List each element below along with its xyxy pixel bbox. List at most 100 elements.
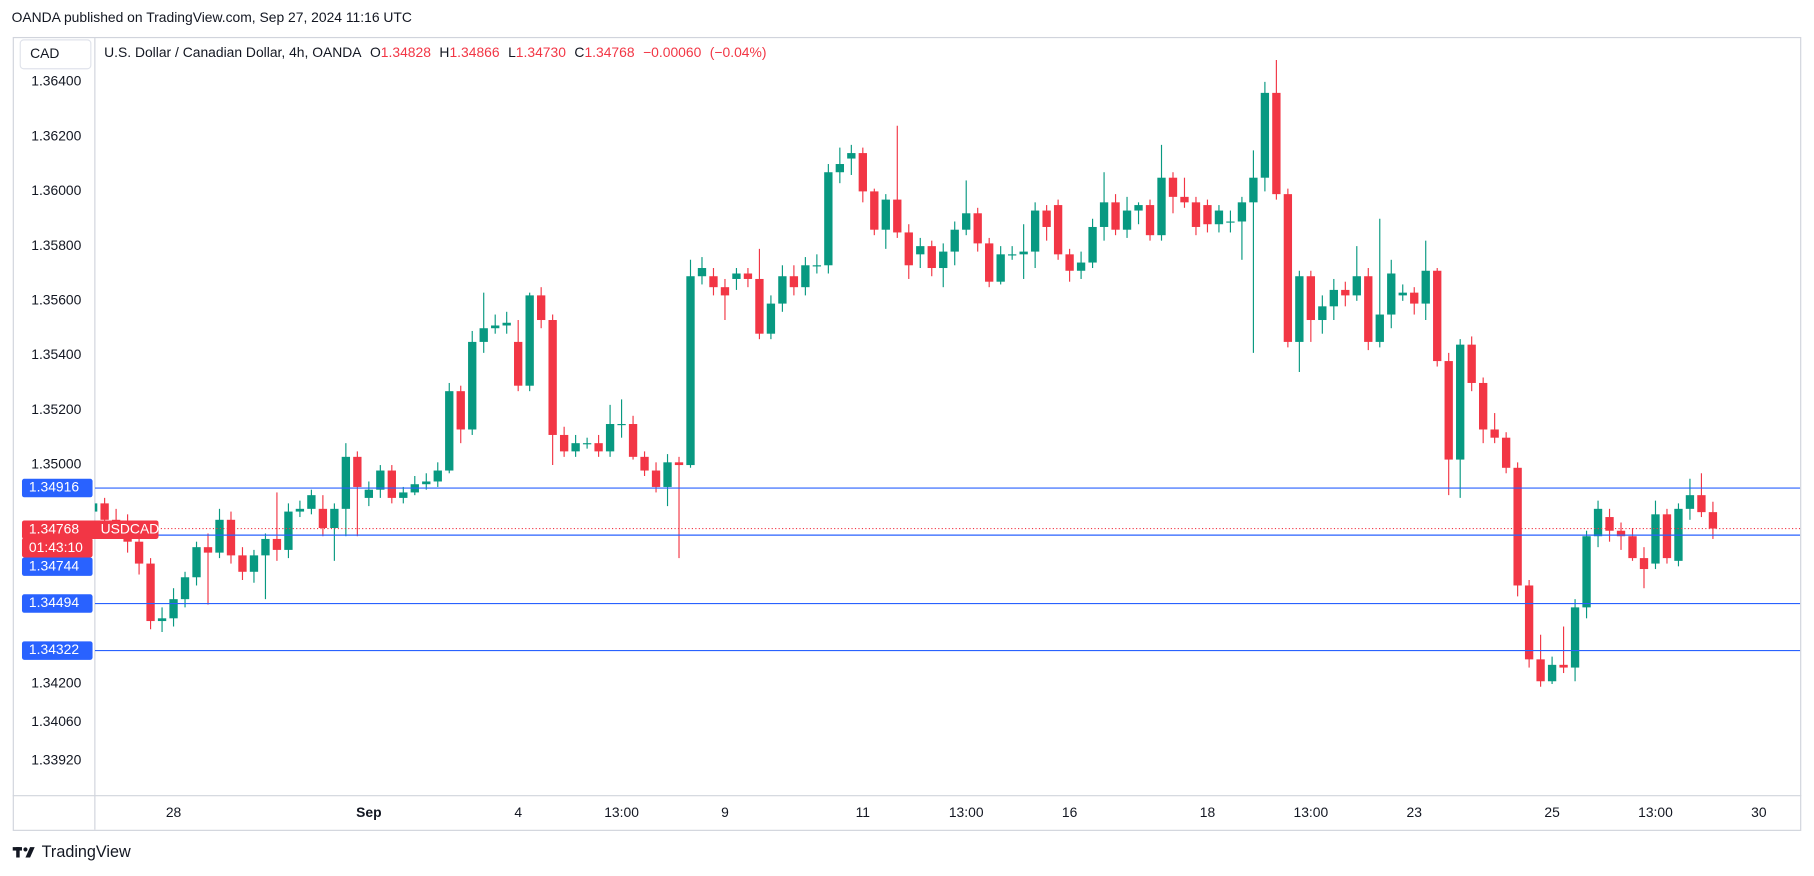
- candle-body: [1444, 361, 1453, 460]
- candle-body: [1019, 251, 1028, 255]
- candle-body: [468, 341, 477, 430]
- candle-body: [582, 443, 592, 445]
- y-tick-label: 1.35800: [31, 237, 81, 253]
- candle-body: [307, 495, 316, 509]
- candle-body: [157, 618, 167, 622]
- candle-body: [870, 191, 879, 230]
- candle-body: [1547, 664, 1557, 682]
- x-tick-label: 9: [721, 804, 729, 820]
- candle-body: [215, 519, 224, 553]
- price-line-tag: [21, 557, 93, 576]
- candle-body: [720, 287, 730, 296]
- candle-body: [1111, 202, 1120, 230]
- candle-body: [640, 456, 649, 471]
- logo-part: [16, 847, 20, 858]
- candle-body: [502, 322, 511, 326]
- candle-body: [697, 268, 707, 277]
- x-tick-label: 28: [166, 804, 182, 820]
- currency-button[interactable]: [19, 39, 92, 70]
- candle-body: [364, 489, 374, 498]
- candle-body: [1088, 226, 1097, 263]
- current-price-label: 1.34768: [29, 520, 79, 536]
- candle-body: [1410, 292, 1419, 304]
- candle-body: [1053, 205, 1063, 255]
- candle-body: [525, 295, 534, 386]
- candle-body: [1421, 270, 1430, 304]
- candle-body: [272, 538, 282, 550]
- candle-body: [1260, 92, 1270, 178]
- chart-header: U.S. Dollar / Canadian Dollar, 4h, OANDA…: [104, 44, 766, 60]
- candle-body: [1616, 530, 1626, 537]
- candle-body: [238, 555, 247, 572]
- candle-body: [950, 229, 959, 252]
- candle-body: [433, 470, 442, 482]
- candle-body: [1352, 276, 1361, 296]
- candle-body: [778, 276, 787, 304]
- candle-body: [536, 295, 546, 321]
- candle-body: [1524, 585, 1534, 660]
- publisher-note: OANDA published on TradingView.com, Sep …: [12, 9, 412, 25]
- candle-body: [491, 325, 500, 329]
- x-tick-label: 4: [514, 804, 522, 820]
- price-line-tag: [21, 641, 93, 660]
- candle-body: [261, 538, 270, 556]
- candle-body: [1214, 210, 1224, 225]
- candle-body: [203, 547, 213, 553]
- candle-body: [571, 443, 580, 452]
- candle-body: [663, 462, 672, 487]
- candle-body: [295, 508, 305, 512]
- candle-body: [399, 492, 408, 498]
- candle-body: [1375, 314, 1384, 342]
- candle-body: [1295, 276, 1304, 342]
- x-tick-label: 13:00: [1293, 804, 1328, 820]
- candle-body: [1662, 514, 1672, 559]
- y-tick-label: 1.35600: [31, 292, 81, 308]
- candle-body: [479, 328, 488, 342]
- tradingview-logo: [12, 847, 35, 858]
- candle-body: [146, 563, 155, 622]
- candle-body: [1501, 437, 1511, 468]
- candle-body: [1065, 254, 1074, 271]
- x-tick-label: 16: [1062, 804, 1078, 820]
- candle-body: [169, 599, 178, 619]
- candle-body: [881, 199, 890, 230]
- candle-body: [789, 276, 799, 288]
- price-line-tag: [21, 594, 93, 613]
- candle-body: [1433, 270, 1442, 362]
- candle-body: [1479, 382, 1488, 430]
- candle-body: [755, 278, 764, 334]
- candle-body: [548, 320, 557, 435]
- x-tick-label: 23: [1407, 804, 1423, 820]
- currency: CAD: [30, 45, 59, 61]
- x-tick-label: 18: [1200, 804, 1216, 820]
- candle-body: [927, 246, 936, 269]
- change: −0.00060: [643, 44, 702, 60]
- candle-body: [973, 213, 982, 244]
- footer-brand: TradingView: [42, 843, 131, 861]
- x-tick-label: 25: [1544, 804, 1560, 820]
- candle-body: [192, 547, 201, 578]
- candle-body: [1341, 289, 1350, 296]
- y-tick-label: 1.35400: [31, 346, 81, 362]
- price-line-label: 1.34744: [29, 557, 79, 573]
- candle-body: [1456, 344, 1465, 460]
- candle-body: [1685, 495, 1695, 509]
- candle-body: [1272, 92, 1281, 195]
- price-line-label: 1.34322: [29, 641, 79, 657]
- candle-body: [1364, 276, 1373, 342]
- countdown-label: 01:43:10: [29, 539, 83, 555]
- candle-body: [1651, 514, 1660, 564]
- y-tick-label: 1.36200: [31, 127, 81, 143]
- chart-title: U.S. Dollar / Canadian Dollar, 4h, OANDA: [104, 44, 362, 60]
- candle-body: [628, 424, 638, 457]
- candle-body: [1007, 254, 1017, 256]
- candle-body: [1593, 508, 1603, 537]
- axis-labels: 1.36400 1.36200 1.36000 1.35800 1.35600 1.354…: [21, 73, 1767, 820]
- y-tick-label: 1.33920: [31, 751, 81, 767]
- candle-body: [94, 503, 98, 512]
- candle-body: [514, 341, 523, 386]
- candle-body: [1122, 210, 1132, 230]
- candle-body: [1639, 558, 1649, 570]
